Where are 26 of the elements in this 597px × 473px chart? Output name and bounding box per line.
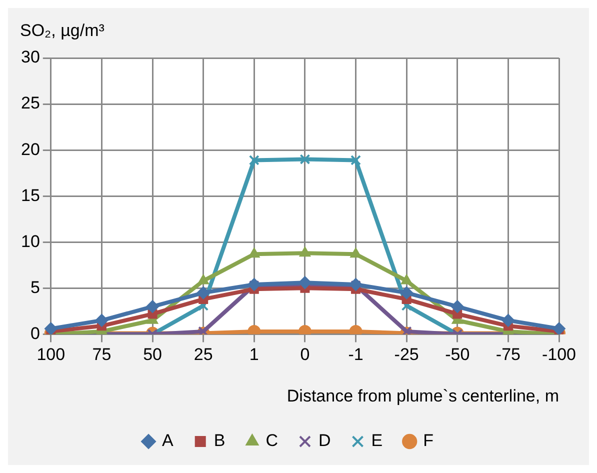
y-tick-label: 25 (20, 94, 40, 113)
y-tick-label: 30 (20, 48, 40, 67)
legend-label: E (371, 431, 383, 450)
y-tick-label: 10 (20, 232, 40, 251)
legend-label: C (266, 431, 278, 450)
x-tick-label: 0 (300, 345, 310, 364)
legend-label: B (214, 431, 226, 450)
y-axis-title: SO₂, µg/m³ (20, 21, 105, 40)
x-tick-label: -50 (445, 345, 470, 364)
x-axis-title: Distance from plume`s centerline, m (286, 386, 559, 406)
x-tick-label: -1 (348, 345, 364, 364)
y-tick-label: 0 (30, 324, 40, 343)
x-tick-label: -25 (394, 345, 419, 364)
y-tick-label: 15 (20, 186, 40, 205)
x-tick-label: 25 (194, 345, 213, 364)
x-tick-label: 1 (249, 345, 259, 364)
y-tick-label: 5 (30, 278, 40, 297)
y-tick-label: 20 (20, 140, 40, 159)
legend-label: F (423, 431, 434, 450)
x-tick-label: 100 (36, 345, 66, 364)
legend-label: A (162, 431, 174, 450)
x-tick-label: 50 (143, 345, 162, 364)
x-tick-label: 75 (92, 345, 112, 364)
legend-label: D (318, 431, 331, 450)
x-tick-label: -100 (542, 345, 576, 364)
x-tick-label: -75 (496, 345, 520, 364)
